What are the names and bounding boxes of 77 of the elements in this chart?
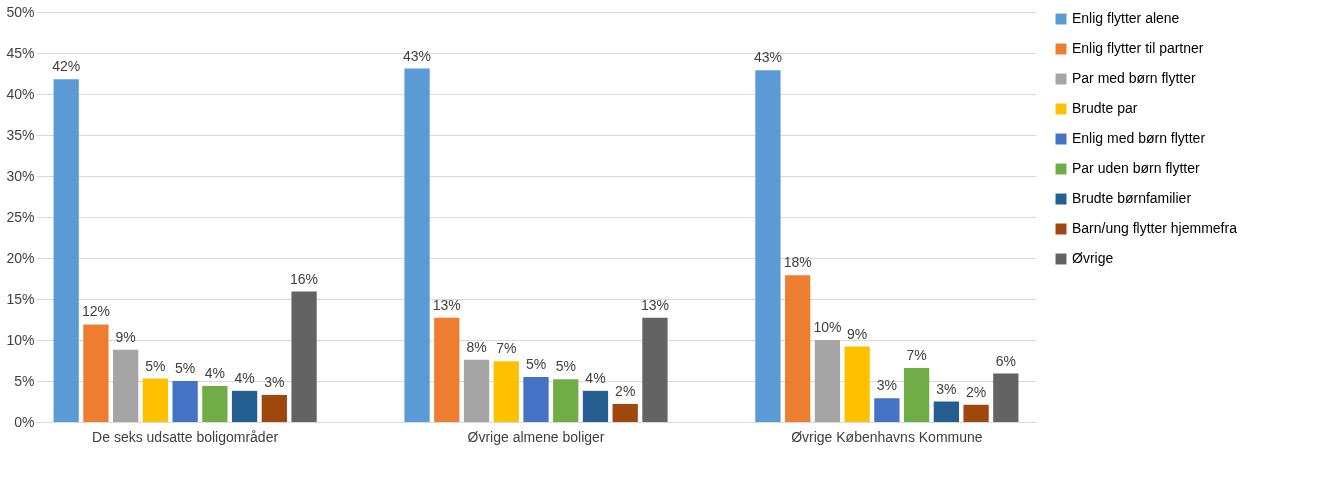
data-label: 2% bbox=[965, 383, 987, 400]
legend-label: Brudte børnfamilier bbox=[1072, 190, 1192, 206]
data-label: 43% bbox=[753, 49, 782, 66]
y-tick-label: 40% bbox=[6, 85, 35, 102]
data-label: 42% bbox=[52, 58, 81, 75]
data-label: 13% bbox=[432, 296, 461, 313]
y-tick-label: 50% bbox=[6, 3, 35, 20]
legend-label: Enlig flytter alene bbox=[1072, 10, 1180, 26]
bar bbox=[553, 379, 579, 422]
data-label: 4% bbox=[204, 364, 225, 381]
bar bbox=[172, 381, 198, 422]
legend-label: Enlig flytter til partner bbox=[1072, 40, 1204, 56]
bar bbox=[231, 390, 258, 422]
bar bbox=[261, 394, 287, 422]
bar bbox=[523, 376, 549, 422]
data-label: 8% bbox=[466, 338, 487, 355]
bar bbox=[434, 317, 460, 422]
bar bbox=[493, 361, 519, 422]
bar bbox=[785, 275, 811, 422]
y-tick-label: 5% bbox=[14, 372, 35, 389]
data-label: 12% bbox=[81, 303, 110, 320]
data-label: 9% bbox=[115, 328, 136, 345]
y-tick-label: 35% bbox=[6, 126, 35, 143]
y-tick-label: 20% bbox=[6, 249, 35, 266]
x-tick-label: Øvrige Københavns Kommune bbox=[791, 428, 983, 445]
bar bbox=[582, 390, 609, 422]
y-tick-label: 25% bbox=[6, 208, 35, 225]
bar bbox=[404, 68, 430, 422]
y-tick-label: 15% bbox=[6, 290, 35, 307]
x-tick-label: Øvrige almene boliger bbox=[467, 428, 605, 445]
data-label: 4% bbox=[234, 369, 255, 386]
data-label: 5% bbox=[175, 360, 196, 376]
bar bbox=[814, 340, 841, 422]
legend-label: Par med børn flytter bbox=[1072, 70, 1197, 86]
data-label: 4% bbox=[585, 369, 606, 386]
data-label: 5% bbox=[555, 358, 576, 375]
legend-label: Brudte par bbox=[1072, 100, 1138, 116]
bar bbox=[642, 317, 668, 422]
bar bbox=[113, 349, 139, 422]
x-tick-label: De seks udsatte boligområder bbox=[92, 428, 279, 445]
bar bbox=[903, 367, 930, 422]
bar bbox=[755, 70, 781, 422]
data-label: 2% bbox=[615, 382, 636, 399]
y-tick-label: 45% bbox=[6, 44, 35, 61]
data-label: 10% bbox=[813, 319, 842, 335]
data-label: 18% bbox=[783, 254, 812, 271]
data-label: 5% bbox=[145, 357, 166, 374]
bar bbox=[291, 291, 317, 422]
data-label: 7% bbox=[496, 340, 517, 357]
data-label: 43% bbox=[403, 47, 432, 64]
data-label: 16% bbox=[290, 270, 319, 287]
bar bbox=[844, 346, 870, 422]
legend-label: Øvrige bbox=[1072, 250, 1114, 266]
data-label: 3% bbox=[264, 373, 285, 390]
data-label: 13% bbox=[640, 296, 669, 313]
data-label: 6% bbox=[995, 352, 1016, 369]
bar bbox=[874, 398, 900, 422]
legend-label: Par uden børn flytter bbox=[1072, 160, 1200, 176]
y-tick-label: 30% bbox=[6, 167, 35, 184]
data-label: 3% bbox=[876, 377, 897, 394]
bar bbox=[963, 404, 989, 422]
bar bbox=[612, 403, 638, 422]
bar bbox=[53, 79, 79, 422]
y-tick-label: 10% bbox=[6, 331, 35, 348]
bar bbox=[142, 378, 169, 422]
bar bbox=[463, 359, 490, 422]
data-label: 7% bbox=[906, 346, 927, 363]
bar bbox=[993, 373, 1019, 422]
legend-label: Enlig med børn flytter bbox=[1072, 130, 1206, 146]
bar bbox=[83, 324, 109, 422]
data-label: 5% bbox=[525, 355, 547, 372]
y-tick-label: 0% bbox=[14, 413, 35, 430]
data-label: 3% bbox=[936, 380, 957, 397]
data-label: 9% bbox=[847, 325, 868, 342]
legend-label: Barn/ung flytter hjemmefra bbox=[1072, 220, 1238, 236]
bar bbox=[933, 401, 959, 422]
bar bbox=[202, 385, 228, 422]
